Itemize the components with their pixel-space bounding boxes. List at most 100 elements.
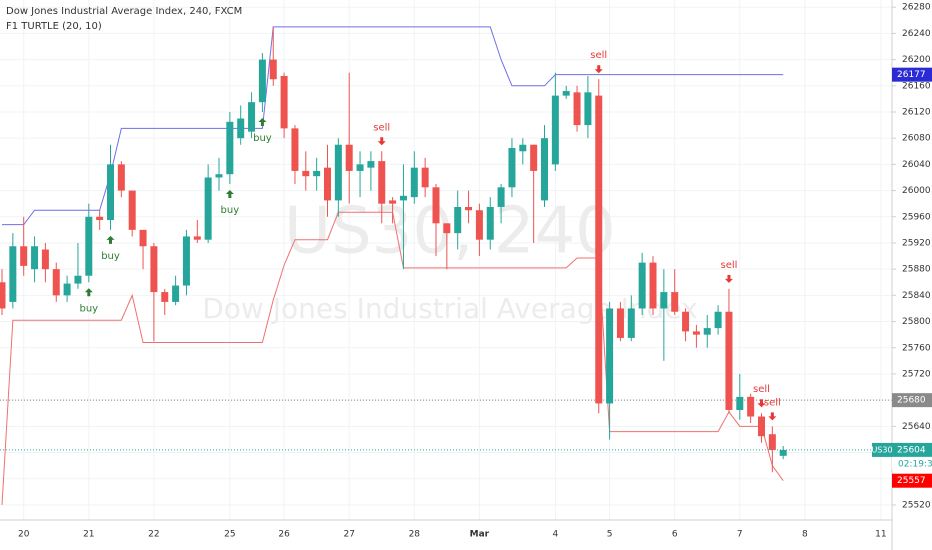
symbol-tag-box (872, 442, 892, 457)
sell-label: sell (764, 397, 781, 408)
y-tick-label: 25880 (902, 265, 931, 275)
candle-body (519, 144, 527, 152)
candle-body (324, 167, 331, 201)
y-tick-label: 26160 (902, 81, 931, 91)
candle-body (63, 283, 71, 296)
x-tick-label: 27 (343, 530, 354, 540)
x-tick-label: 22 (148, 530, 159, 540)
y-tick-label: 26040 (902, 160, 931, 170)
candle-body (768, 434, 776, 450)
candle-body (541, 138, 548, 201)
candle-body (595, 95, 603, 404)
sell-label: sell (373, 122, 390, 133)
candle-body (443, 223, 451, 234)
lower-price-label-box (892, 473, 932, 488)
candle-body (117, 164, 125, 191)
candle-body (584, 92, 592, 126)
upper-price-label-box (892, 67, 932, 82)
candle-body (280, 75, 288, 129)
x-tick-label: 28 (409, 530, 421, 540)
candle-body (421, 167, 429, 188)
candle-body (432, 187, 440, 224)
candle-body (562, 91, 570, 96)
candle-body (96, 216, 104, 221)
y-tick-label: 26280 (902, 3, 931, 13)
candle-body (258, 59, 266, 103)
candle-body (107, 164, 114, 221)
y-tick-label: 25840 (902, 291, 931, 301)
y-tick-label: 25520 (902, 500, 931, 510)
last-price-label: 25604 (897, 445, 926, 455)
x-tick-label: 25 (224, 530, 235, 540)
candle-body (454, 206, 462, 234)
x-tick-label: 4 (552, 530, 558, 540)
plot-layer: buy buy buy buy sell sell sell sell sell (0, 26, 892, 505)
sell-label: sell (590, 50, 607, 61)
y-tick-label: 26000 (902, 186, 931, 196)
y-tick-label: 25800 (902, 317, 931, 327)
axis-layer: 2552025560256002564025680257202576025800… (18, 3, 932, 540)
sell-arrow (768, 412, 777, 421)
candle-body (193, 236, 201, 240)
buy-arrow (84, 288, 93, 297)
candle-body (703, 328, 711, 335)
candle-body (172, 285, 180, 302)
candle-body (671, 292, 679, 312)
upper-channel (2, 26, 784, 226)
sell-arrow (377, 137, 386, 146)
candle-body (0, 282, 6, 309)
y-tick-label: 25720 (902, 369, 931, 379)
candle-body (497, 187, 505, 207)
candle-body (486, 206, 494, 240)
sell-arrow (724, 274, 733, 283)
candle-body (399, 195, 407, 201)
hline-price-label: 25680 (897, 396, 926, 406)
buy-arrow (258, 117, 267, 126)
candle-body (161, 292, 169, 302)
sell-label: sell (720, 260, 737, 271)
candle-body (530, 144, 538, 171)
x-tick-label: 20 (18, 530, 30, 540)
x-tick-label: 26 (278, 530, 290, 540)
candle-body (747, 396, 755, 417)
indicator-label: F1 TURTLE (20, 10) (6, 21, 102, 32)
candle-body (182, 236, 190, 286)
sell-label: sell (753, 384, 770, 395)
buy-arrow (106, 235, 115, 244)
y-tick-label: 26240 (902, 29, 931, 39)
sell-arrow (594, 65, 603, 74)
chart-title: Dow Jones Industrial Average Index, 240,… (6, 6, 242, 17)
candle-body (74, 275, 82, 284)
candle-body (410, 167, 418, 198)
countdown-box (892, 456, 932, 470)
candle-body (367, 161, 375, 168)
candle-body (20, 246, 28, 266)
candle-body (313, 170, 321, 177)
candle-body (758, 416, 765, 437)
candle-body (248, 102, 256, 132)
candle-body (682, 311, 690, 332)
candle-body (52, 269, 60, 296)
candle-body (204, 177, 212, 240)
y-tick-label: 26080 (902, 134, 931, 144)
watermark-subtitle: Dow Jones Industrial Average Index (202, 292, 698, 325)
candle-body (465, 206, 473, 211)
candle-body (779, 449, 787, 456)
x-tick-label: 6 (672, 530, 678, 540)
x-tick-label: 5 (607, 530, 613, 540)
x-tick-label: 21 (83, 530, 94, 540)
candle-body (508, 148, 516, 188)
candle-body (345, 144, 353, 171)
candle-body (551, 95, 559, 165)
candle-body (139, 229, 147, 247)
symbol-tag: US30 (871, 445, 892, 454)
candle-body (128, 190, 136, 230)
y-tick-label: 25960 (902, 212, 931, 222)
x-tick-label: 7 (737, 530, 743, 540)
candle-body (31, 246, 39, 270)
y-tick-label: 25920 (902, 238, 931, 248)
candle-body (226, 121, 234, 175)
candle-body (606, 308, 614, 404)
